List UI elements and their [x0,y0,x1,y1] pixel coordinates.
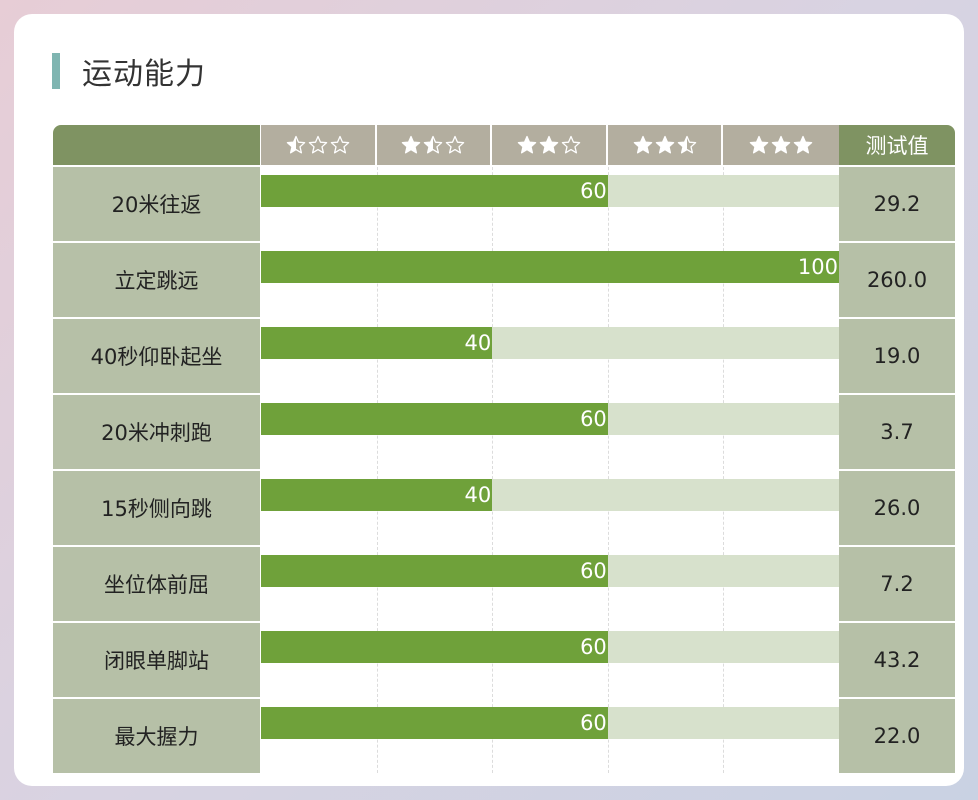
star-filled-icon [633,135,653,155]
row-divider [53,393,955,395]
score-label: 60 [580,711,607,735]
score-bar: 60 [261,175,608,207]
score-bar: 60 [261,555,608,587]
score-label: 60 [580,559,607,583]
score-bar-area: 60 [261,395,839,469]
row-divider [53,241,955,243]
test-item-label: 立定跳远 [53,243,260,317]
score-bar: 60 [261,707,608,739]
test-value: 26.0 [839,471,955,545]
row-divider [53,697,955,699]
score-bar-area: 60 [261,167,839,241]
row-divider [53,621,955,623]
score-bar-area: 100 [261,243,839,317]
test-value: 22.0 [839,699,955,773]
test-item-label: 坐位体前屈 [53,547,260,621]
table-row: 20米往返 60 29.2 [53,167,955,243]
score-label: 60 [580,179,607,203]
title-accent-bar [52,53,60,89]
star-level-header-4 [607,125,722,165]
test-value-header: 测试值 [839,125,955,165]
score-bar-area: 60 [261,547,839,621]
score-bar: 40 [261,327,493,359]
star-outline-icon [445,135,465,155]
star-filled-icon [749,135,769,155]
test-item-label: 20米往返 [53,167,260,241]
score-bar: 60 [261,631,608,663]
star-filled-icon [401,135,421,155]
star-level-header-5 [723,125,839,165]
star-outline-icon [308,135,328,155]
test-item-label: 15秒侧向跳 [53,471,260,545]
star-level-header-2 [376,125,491,165]
table-header-row: 测试值 [53,125,955,165]
row-divider [53,773,955,775]
row-divider [53,469,955,471]
test-value: 3.7 [839,395,955,469]
star-half-icon [423,135,443,155]
score-label: 40 [464,483,492,507]
table-row: 坐位体前屈 60 7.2 [53,547,955,623]
section-title: 运动能力 [82,57,206,92]
score-bar: 60 [261,403,608,435]
test-item-label: 40秒仰卧起坐 [53,319,260,393]
score-bar: 100 [261,251,839,283]
score-bar-area: 60 [261,699,839,773]
score-bar-area: 40 [261,471,839,545]
table-body: 20米往返 60 29.2 立定跳远 100 260.0 40秒仰卧起坐 40 19.0 20米冲… [53,167,955,775]
star-outline-icon [330,135,350,155]
score-label: 60 [580,407,607,431]
score-bar-area: 40 [261,319,839,393]
test-item-label: 闭眼单脚站 [53,623,260,697]
table-row: 最大握力 60 22.0 [53,699,955,775]
table-row: 20米冲刺跑 60 3.7 [53,395,955,471]
section-header: 运动能力 [52,46,206,96]
three-stars-icon [749,135,813,155]
star-filled-icon [793,135,813,155]
ability-card: 运动能力 测试值 20米往返 60 29.2 立定跳远 100 260.0 40秒仰卧起坐 4… [14,14,964,786]
star-filled-icon [655,135,675,155]
table-row: 15秒侧向跳 40 26.0 [53,471,955,547]
score-label: 40 [464,331,492,355]
star-filled-icon [517,135,537,155]
test-value: 43.2 [839,623,955,697]
row-divider [53,317,955,319]
star-outline-icon [561,135,581,155]
row-divider [53,545,955,547]
one-and-half-stars-icon [401,135,465,155]
star-level-header-3 [492,125,606,165]
star-filled-icon [539,135,559,155]
test-item-label: 20米冲刺跑 [53,395,260,469]
ability-table: 测试值 20米往返 60 29.2 立定跳远 100 260.0 40秒仰卧起坐 40 19.0… [53,125,955,775]
score-bar-area: 60 [261,623,839,697]
test-item-label: 最大握力 [53,699,260,773]
two-stars-icon [517,135,581,155]
table-row: 立定跳远 100 260.0 [53,243,955,319]
test-value: 29.2 [839,167,955,241]
star-half-icon [677,135,697,155]
score-bar: 40 [261,479,493,511]
table-row: 40秒仰卧起坐 40 19.0 [53,319,955,395]
table-row: 闭眼单脚站 60 43.2 [53,623,955,699]
test-value: 7.2 [839,547,955,621]
header-corner-cell [53,125,260,165]
star-level-header-1 [261,125,375,165]
test-value: 19.0 [839,319,955,393]
one-half-star-icon [286,135,350,155]
score-label: 60 [580,635,607,659]
score-label: 100 [797,255,838,279]
star-half-icon [286,135,306,155]
test-value: 260.0 [839,243,955,317]
star-filled-icon [771,135,791,155]
two-and-half-stars-icon [633,135,697,155]
